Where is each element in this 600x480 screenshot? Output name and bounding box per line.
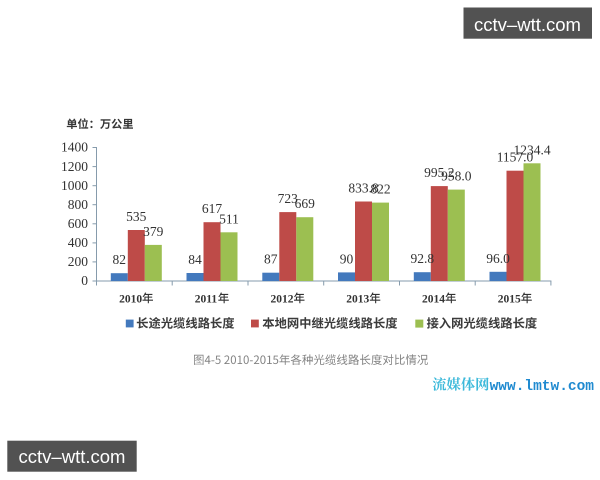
svg-text:2012: 2012 — [271, 293, 294, 305]
svg-text:995.2: 995.2 — [424, 165, 454, 180]
svg-text:833.8: 833.8 — [348, 181, 379, 196]
svg-text:1000: 1000 — [61, 178, 88, 193]
svg-text:96.0: 96.0 — [486, 251, 510, 266]
svg-text:cctv–wtt.com: cctv–wtt.com — [19, 446, 126, 467]
svg-text:84: 84 — [188, 252, 202, 267]
svg-text:1157.0: 1157.0 — [497, 150, 534, 165]
svg-text:400: 400 — [68, 235, 89, 250]
svg-text:669: 669 — [295, 196, 316, 211]
svg-text:535: 535 — [126, 209, 147, 224]
svg-text:90: 90 — [340, 251, 354, 266]
svg-text:822: 822 — [370, 182, 390, 197]
svg-text:www.lmtw.com: www.lmtw.com — [490, 379, 595, 395]
svg-text:2010: 2010 — [119, 293, 142, 305]
svg-text:cctv–wtt.com: cctv–wtt.com — [474, 14, 581, 35]
svg-text:723: 723 — [278, 191, 299, 206]
svg-text:87: 87 — [264, 252, 278, 267]
svg-text:0: 0 — [81, 273, 88, 288]
svg-text:800: 800 — [68, 197, 89, 212]
svg-text:617: 617 — [202, 201, 223, 216]
svg-text:958.0: 958.0 — [441, 169, 472, 184]
svg-text:2015: 2015 — [498, 293, 521, 305]
svg-text:200: 200 — [68, 254, 89, 269]
svg-text:1400: 1400 — [61, 140, 88, 155]
svg-text:2014: 2014 — [422, 293, 445, 305]
svg-text:2011: 2011 — [195, 293, 218, 305]
svg-text:379: 379 — [143, 224, 164, 239]
svg-text:600: 600 — [68, 216, 89, 231]
svg-text:92.8: 92.8 — [410, 251, 434, 266]
svg-text:1200: 1200 — [61, 159, 88, 174]
svg-text:511: 511 — [219, 211, 239, 226]
svg-text:1234.4: 1234.4 — [513, 142, 550, 157]
svg-text:82: 82 — [113, 252, 127, 267]
svg-text:2013: 2013 — [346, 293, 369, 305]
